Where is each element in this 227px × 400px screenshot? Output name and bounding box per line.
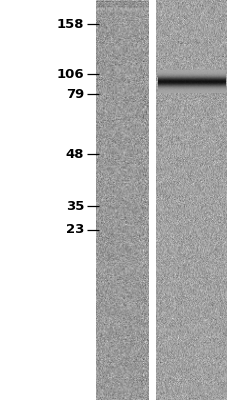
Bar (149, 0, 155, 400)
Text: 35: 35 (66, 200, 84, 212)
Text: 158: 158 (57, 18, 84, 30)
Text: 23: 23 (66, 224, 84, 236)
Text: 48: 48 (66, 148, 84, 160)
Text: 106: 106 (57, 68, 84, 80)
Bar (0, 0, 95, 400)
Text: 79: 79 (66, 88, 84, 100)
